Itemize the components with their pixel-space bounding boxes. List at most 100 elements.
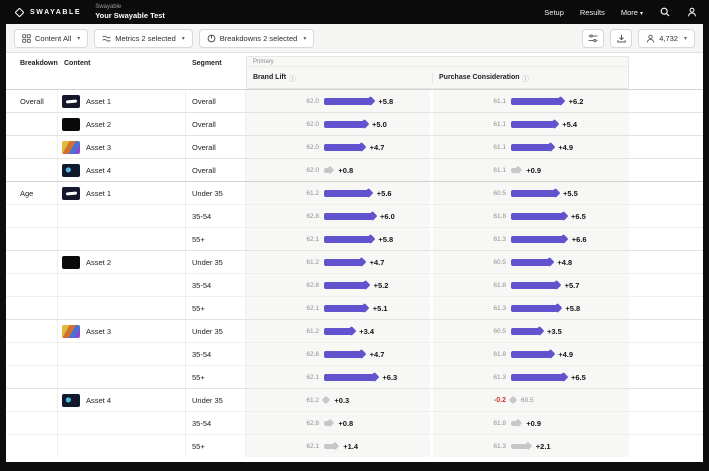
lift-bar	[324, 327, 352, 335]
asset-thumbnail[interactable]	[62, 324, 80, 338]
content-cell	[58, 228, 186, 250]
sliders-icon	[588, 33, 598, 42]
lift-value: +6.6	[571, 234, 587, 244]
chevron-down-icon: ▾	[683, 35, 687, 42]
nav-setup[interactable]: Setup	[544, 7, 564, 17]
display-settings-button[interactable]	[582, 28, 605, 48]
lift-bar	[511, 420, 519, 426]
segment-cell: 55+	[186, 366, 246, 388]
download-button[interactable]	[610, 28, 633, 48]
chevron-down-icon: ▾	[181, 35, 185, 42]
download-icon	[617, 34, 626, 42]
table-row: Asset 3 Overall 62.0 +4.7 61.1 +4.9	[6, 135, 703, 158]
lift-bar	[511, 258, 550, 266]
search-icon[interactable]	[659, 7, 670, 18]
lift-value: +6.2	[568, 96, 584, 106]
lift-bar	[324, 212, 372, 220]
purchase-consideration-cell: 61.3 +2.1	[433, 435, 629, 457]
purchase-consideration-cell: 60.5 +5.5	[433, 182, 629, 204]
segment-label: Under 35	[192, 395, 223, 405]
baseline-value: 62.1	[306, 373, 319, 381]
lift-value: +4.7	[369, 349, 385, 359]
baseline-value: 61.8	[493, 350, 506, 358]
content-filter-dropdown[interactable]: Content All ▾	[14, 28, 89, 48]
col-header-segment: Segment	[192, 60, 222, 67]
breakdown-cell	[14, 366, 58, 388]
results-table: Breakdown Content Segment Primary Brand …	[6, 53, 703, 462]
chevron-down-icon: ▾	[77, 35, 81, 42]
table-body: Overall Asset 1 Overall 62.0 +5.8 61.1 +6.…	[6, 89, 703, 457]
breakdown-cell	[14, 435, 58, 457]
col-header-purchase-consideration: Purchase Consideration ⓘ	[432, 72, 628, 83]
brand-lift-cell: 62.8 +6.0	[246, 205, 430, 227]
lift-value: +4.7	[369, 257, 385, 267]
lift-value: +4.7	[369, 142, 385, 152]
table-row: 55+ 62.1 +1.4 61.3 +2.1	[6, 434, 703, 457]
nav-results[interactable]: Results	[579, 7, 605, 17]
lift-bar	[511, 350, 551, 358]
content-cell: Asset 2	[58, 251, 186, 273]
baseline-value: 60.5	[493, 327, 506, 335]
baseline-value: 61.2	[306, 327, 319, 335]
purchase-consideration-cell: 61.1 +4.9	[433, 136, 629, 158]
table-row: 35-54 62.8 +0.8 61.8 +0.9	[6, 411, 703, 434]
nav-more[interactable]: More ▾	[620, 7, 643, 17]
segment-cell: Overall	[186, 159, 246, 181]
asset-name: Asset 4	[86, 165, 112, 175]
lift-bar	[324, 373, 375, 381]
baseline-value: 60.5	[521, 396, 534, 404]
breakdowns-filter-dropdown[interactable]: Breakdowns 2 selected ▾	[198, 28, 315, 48]
respondents-count-dropdown[interactable]: 4,732 ▾	[638, 28, 695, 48]
lift-value: +1.4	[343, 441, 358, 451]
asset-thumbnail[interactable]	[62, 140, 80, 154]
account-icon[interactable]	[686, 7, 697, 18]
lift-value: +5.0	[372, 119, 387, 129]
content-cell: Asset 4	[58, 159, 186, 181]
baseline-value: 61.2	[306, 189, 319, 197]
asset-thumbnail[interactable]	[62, 255, 80, 269]
breakdown-label: Age	[20, 188, 34, 198]
baseline-value: 62.0	[306, 120, 319, 128]
lift-bar	[511, 167, 519, 173]
lift-bar	[324, 443, 336, 449]
breakdown-label: Overall	[20, 96, 44, 106]
lift-value: +5.1	[372, 303, 388, 313]
baseline-value: 60.5	[493, 258, 506, 266]
segment-cell: Overall	[186, 90, 246, 112]
asset-thumbnail[interactable]	[62, 393, 80, 407]
metrics-filter-dropdown[interactable]: Metrics 2 selected ▾	[94, 28, 193, 48]
breakdown-cell	[14, 228, 58, 250]
lift-bar	[324, 281, 366, 289]
brand-lift-cell: 61.2 +5.6	[246, 182, 430, 204]
segment-label: 55+	[192, 441, 205, 451]
asset-thumbnail[interactable]	[62, 117, 80, 131]
asset-thumbnail[interactable]	[62, 186, 80, 200]
purchase-consideration-cell: 61.1 +6.2	[433, 90, 629, 112]
col-header-content: Content	[64, 60, 91, 67]
segment-label: 35-54	[192, 211, 212, 221]
col-header-breakdown: Breakdown	[20, 60, 58, 67]
baseline-value: 61.1	[493, 97, 506, 105]
lift-value: +0.8	[338, 418, 354, 428]
table-row: Asset 2 Overall 62.0 +5.0 61.1 +5.4	[6, 112, 703, 135]
lift-value: +6.5	[571, 372, 586, 382]
chevron-down-icon: ▾	[639, 10, 643, 17]
info-icon[interactable]: ⓘ	[289, 75, 296, 83]
table-row: 55+ 62.1 +6.3 61.3 +6.5	[6, 365, 703, 388]
brand-lift-cell: 62.0 +5.8	[246, 90, 430, 112]
brand-lift-cell: 61.2 +4.7	[246, 251, 430, 273]
lift-value: +4.9	[558, 142, 573, 152]
lift-bar	[511, 304, 558, 312]
segment-cell: 35-54	[186, 274, 246, 296]
table-row: Asset 2 Under 35 61.2 +4.7 60.5 +4.8	[6, 250, 703, 273]
asset-thumbnail[interactable]	[62, 94, 80, 108]
baseline-value: 62.1	[306, 304, 319, 312]
segment-cell: 35-54	[186, 343, 246, 365]
purchase-consideration-cell: 61.8 +0.9	[433, 412, 629, 434]
asset-thumbnail[interactable]	[62, 163, 80, 177]
lift-bar	[324, 258, 362, 266]
lift-bar	[324, 420, 331, 426]
info-icon[interactable]: ⓘ	[522, 75, 530, 83]
lift-bar	[511, 212, 563, 220]
primary-metrics-label: Primary	[247, 57, 628, 67]
